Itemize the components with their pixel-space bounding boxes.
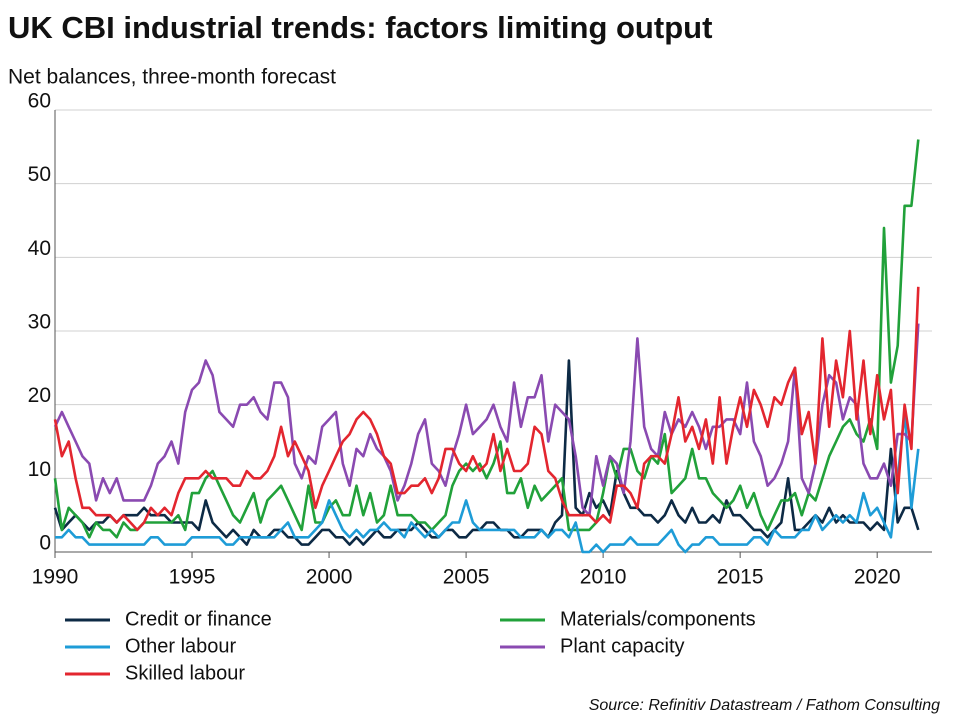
- series-line: [53, 359, 920, 546]
- legend-label: Other labour: [125, 635, 237, 657]
- y-tick-label: 30: [28, 311, 51, 334]
- y-tick-label: 20: [28, 384, 51, 407]
- x-tick-label: 1990: [32, 566, 79, 589]
- y-tick-label: 40: [28, 237, 51, 260]
- chart-subtitle: Net balances, three-month forecast: [8, 66, 336, 89]
- series-line: [53, 323, 920, 517]
- legend-label: Plant capacity: [560, 635, 685, 657]
- chart-title: UK CBI industrial trends: factors limiti…: [8, 10, 712, 45]
- source: Source: Refinitiv Datastream / Fathom Co…: [589, 697, 940, 714]
- x-tick-label: 2000: [306, 566, 353, 589]
- series-line: [53, 286, 920, 532]
- y-tick-label: 50: [28, 163, 51, 186]
- legend-label: Credit or finance: [125, 608, 272, 630]
- legend-label: Materials/components: [560, 608, 756, 630]
- legend-label: Skilled labour: [125, 662, 245, 684]
- x-tick-label: 2015: [717, 566, 764, 589]
- series-line: [55, 410, 920, 554]
- y-tick-label: 10: [28, 458, 51, 481]
- x-tick-label: 2020: [854, 566, 901, 589]
- series-line: [53, 139, 920, 539]
- x-tick-label: 1995: [169, 566, 216, 589]
- y-tick-label: 0: [39, 532, 51, 555]
- y-tick-label: 60: [28, 90, 51, 113]
- x-tick-label: 2010: [580, 566, 627, 589]
- x-tick-label: 2005: [443, 566, 490, 589]
